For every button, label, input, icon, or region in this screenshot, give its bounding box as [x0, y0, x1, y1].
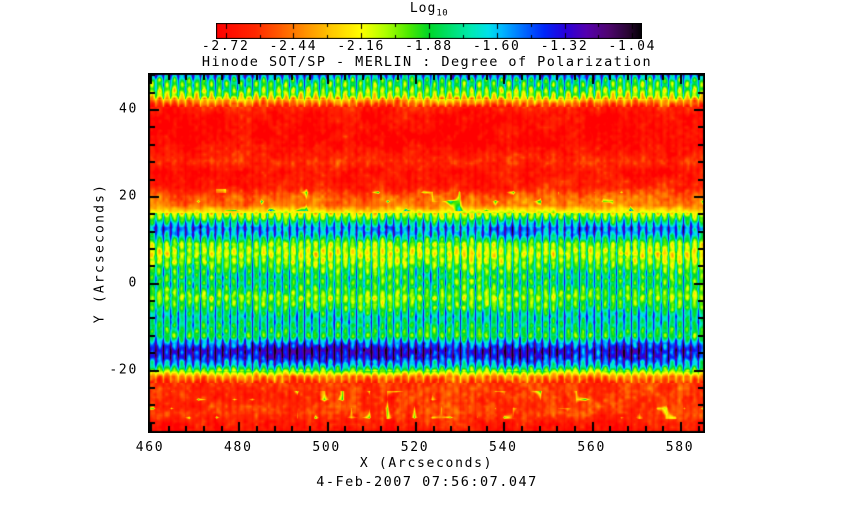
x-axis-title: X (Arcseconds)	[359, 456, 494, 471]
plot-title: Hinode SOT/SP - MERLIN : Degree of Polar…	[201, 54, 653, 70]
colorbar-title-text: Log	[409, 1, 437, 16]
colorbar-tick-labels: -2.72 -2.44 -2.16 -1.88 -1.60 -1.32 -1.04	[202, 39, 655, 54]
x-axis-tick-label: 520	[400, 440, 430, 455]
colorbar-title-subscript: 10	[436, 8, 449, 19]
colorbar-tick-label: -2.44	[269, 39, 318, 54]
y-axis-title-text: Y (Arcseconds)	[92, 182, 108, 324]
x-axis-tick-label: 500	[312, 440, 341, 455]
colorbar-tick-label: -1.88	[405, 39, 453, 54]
heatmap-image	[148, 73, 705, 433]
y-axis-tick-label: 0	[128, 275, 138, 291]
colorbar-tick-label: -2.16	[337, 39, 386, 54]
x-axis-tick-label: 560	[577, 440, 606, 455]
y-axis-tick-labels: 40 20 0 -20	[0, 73, 144, 433]
colorbar-tick-label: -1.32	[540, 39, 589, 54]
x-axis-tick-labels: 460 480 500 520 540 560 580	[136, 440, 705, 455]
observation-timestamp: 4-Feb-2007 07:56:07.047	[316, 474, 538, 490]
colorbar-tick-label: -1.04	[608, 39, 657, 54]
y-axis-tick-label: -20	[109, 362, 138, 378]
colorbar-tick-label: -1.60	[472, 39, 521, 54]
x-axis-tick-label: 580	[665, 440, 695, 455]
colorbar	[216, 23, 642, 39]
y-axis-tick-label: 40	[118, 101, 138, 117]
x-axis-tick-label: 540	[489, 440, 518, 455]
colorbar-tick-label: -2.72	[201, 39, 250, 54]
x-axis-tick-label: 460	[135, 440, 165, 455]
x-axis-tick-label: 480	[224, 440, 253, 455]
colorbar-title: Log10	[216, 1, 642, 19]
y-axis-tick-label: 20	[118, 188, 138, 204]
